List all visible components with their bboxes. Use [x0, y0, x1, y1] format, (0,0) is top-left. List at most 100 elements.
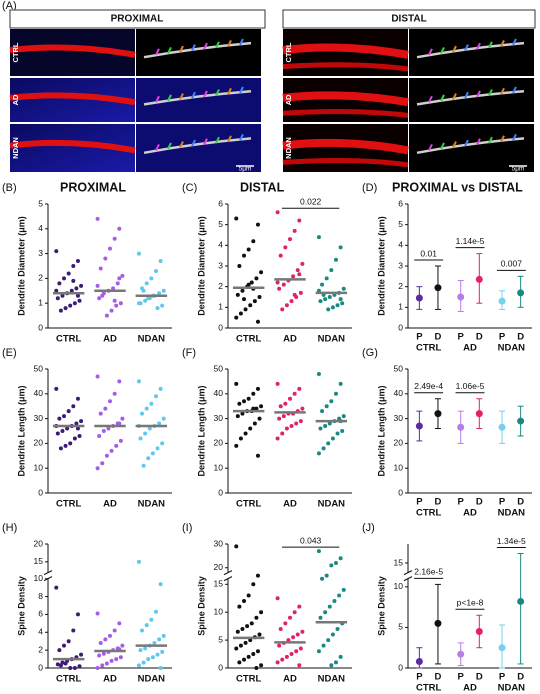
category-label: AD	[463, 343, 477, 354]
spine	[476, 42, 481, 50]
y-tick-label: 2	[38, 273, 43, 283]
data-point	[280, 307, 285, 312]
x-tick-label: P	[458, 672, 465, 683]
axis-break	[43, 570, 53, 576]
data-point	[320, 576, 325, 581]
mean-point	[498, 644, 506, 652]
data-point	[316, 235, 321, 240]
data-point	[117, 226, 122, 231]
data-point	[111, 286, 116, 291]
x-tick-label: P	[416, 672, 423, 683]
data-point	[242, 599, 247, 604]
data-point	[323, 610, 328, 615]
spine	[500, 39, 505, 47]
data-point	[330, 305, 335, 310]
data-point	[289, 652, 294, 657]
data-point	[157, 421, 162, 426]
x-tick-label: D	[476, 332, 483, 343]
y-tick-label: 15	[214, 579, 224, 589]
mean-point	[517, 289, 525, 297]
data-point	[58, 446, 63, 451]
y-tick-label: 50	[394, 363, 404, 373]
data-point	[103, 637, 108, 642]
data-point	[155, 652, 160, 657]
x-tick-label: D	[517, 332, 524, 343]
spine	[191, 91, 196, 99]
data-point	[338, 297, 343, 302]
data-point	[153, 268, 158, 273]
y-tick-label: 5	[218, 219, 223, 229]
data-point	[153, 394, 158, 399]
data-point	[57, 281, 62, 286]
spine	[464, 139, 469, 147]
data-point	[112, 236, 117, 241]
data-point	[95, 666, 100, 670]
mean-point	[517, 597, 525, 605]
panel-title: PROXIMAL vs DISTAL	[392, 180, 523, 194]
data-point	[114, 303, 119, 308]
x-tick-label: AD	[103, 499, 117, 510]
data-point	[316, 451, 321, 456]
spine	[167, 46, 172, 54]
data-point	[242, 399, 247, 404]
data-point	[117, 421, 122, 426]
data-point	[248, 426, 253, 431]
data-point	[255, 222, 260, 227]
data-point	[143, 646, 148, 651]
data-point	[57, 648, 62, 653]
data-point	[278, 626, 283, 631]
axis-break	[403, 570, 413, 576]
data-point	[75, 426, 80, 431]
data-point	[152, 641, 157, 646]
y-tick-label: 6	[398, 198, 403, 208]
y-axis-label: Dendrite Length (μm)	[196, 385, 206, 476]
mean-point	[498, 423, 506, 431]
data-point	[242, 657, 247, 662]
data-point	[104, 661, 109, 666]
dendrite	[282, 91, 409, 107]
data-point	[97, 653, 102, 658]
data-point	[106, 426, 111, 431]
data-point	[72, 301, 77, 306]
scale-label: 5μm	[239, 166, 252, 173]
data-point	[318, 615, 323, 620]
data-point	[335, 626, 340, 631]
data-point	[234, 216, 239, 221]
panel-label: (I)	[182, 522, 192, 534]
data-point	[157, 291, 162, 296]
data-point	[335, 303, 340, 308]
data-point	[79, 419, 84, 424]
data-point	[284, 654, 289, 659]
data-point	[255, 573, 260, 578]
data-point	[329, 268, 334, 273]
spine	[179, 93, 184, 101]
data-point	[254, 615, 259, 620]
x-tick-label: AD	[283, 674, 297, 685]
data-point	[136, 251, 141, 256]
spine	[512, 86, 517, 94]
data-point	[277, 416, 282, 421]
spine	[203, 90, 208, 98]
y-tick-label: 10	[214, 462, 224, 472]
y-tick-label: 10	[34, 573, 44, 583]
data-point	[117, 379, 122, 384]
data-point	[254, 276, 259, 281]
data-point	[275, 596, 280, 601]
data-point	[316, 649, 321, 654]
annotation: 2.16e-5	[414, 567, 443, 577]
data-point	[330, 436, 335, 441]
data-point	[275, 280, 280, 285]
data-point	[143, 298, 148, 303]
scale-label: 5μm	[512, 166, 525, 173]
micrographs: CTRL AD NDAN 5μm CTRL AD NDAN 5μm	[9, 29, 534, 173]
data-point	[238, 436, 243, 441]
image	[409, 78, 534, 122]
row-label: NDAN	[284, 137, 293, 159]
spine	[452, 141, 457, 148]
data-point	[251, 391, 256, 396]
spine	[476, 138, 481, 146]
annotation: 2.49e-4	[414, 381, 443, 391]
y-tick-label: 50	[214, 363, 224, 373]
data-point	[117, 276, 122, 281]
data-point	[136, 663, 141, 668]
